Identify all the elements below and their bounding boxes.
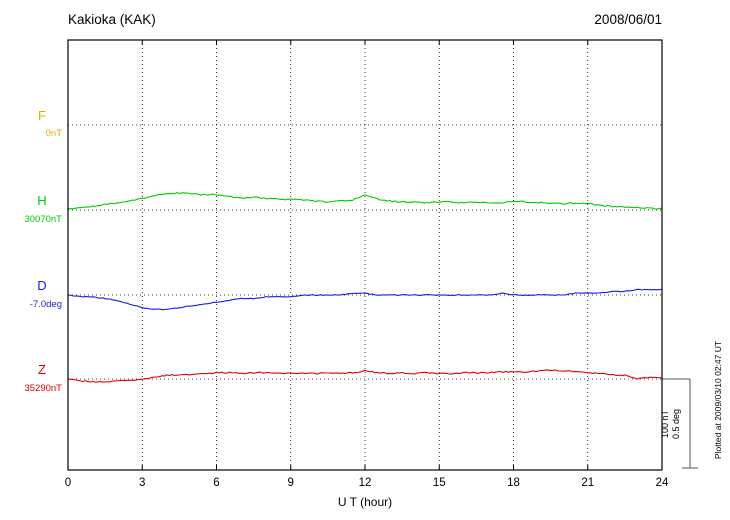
x-tick-label: 3 [139, 477, 145, 489]
channel-baseline-Z: 35290nT [24, 383, 62, 394]
trace-Z [67, 369, 663, 383]
channel-letter-Z: Z [38, 362, 46, 377]
channel-baseline-H: 30070nT [24, 214, 62, 225]
trace-H [67, 191, 663, 210]
x-tick-label: 24 [656, 477, 669, 489]
channel-baseline-F: 0nT [46, 128, 63, 139]
x-tick-label: 21 [581, 477, 594, 489]
plotted-at-note: Plotted at 2009/03/10 02:47 UT [713, 341, 723, 459]
date-label: 2008/06/01 [594, 12, 662, 27]
x-tick-label: 12 [359, 477, 372, 489]
x-tick-label: 18 [507, 477, 520, 489]
x-tick-label: 0 [65, 477, 71, 489]
channel-letter-F: F [38, 108, 46, 123]
scale-bar-deg-label: 0.5 deg [671, 409, 681, 439]
x-axis-label: U T (hour) [338, 495, 392, 509]
trace-D [67, 288, 663, 311]
channel-letter-D: D [37, 278, 46, 293]
x-tick-label: 9 [288, 477, 294, 489]
x-tick-label: 6 [213, 477, 219, 489]
channel-baseline-D: -7.0deg [30, 299, 62, 310]
scale-bar-nt-label: 100 nT [660, 409, 670, 438]
x-tick-label: 15 [433, 477, 446, 489]
plot-frame [67, 39, 663, 471]
chart-dynamic-layer: 0 3 6 9 12 15 18 21 24 [65, 40, 698, 489]
station-title: Kakioka (KAK) [68, 12, 156, 27]
channel-letter-H: H [37, 193, 46, 208]
